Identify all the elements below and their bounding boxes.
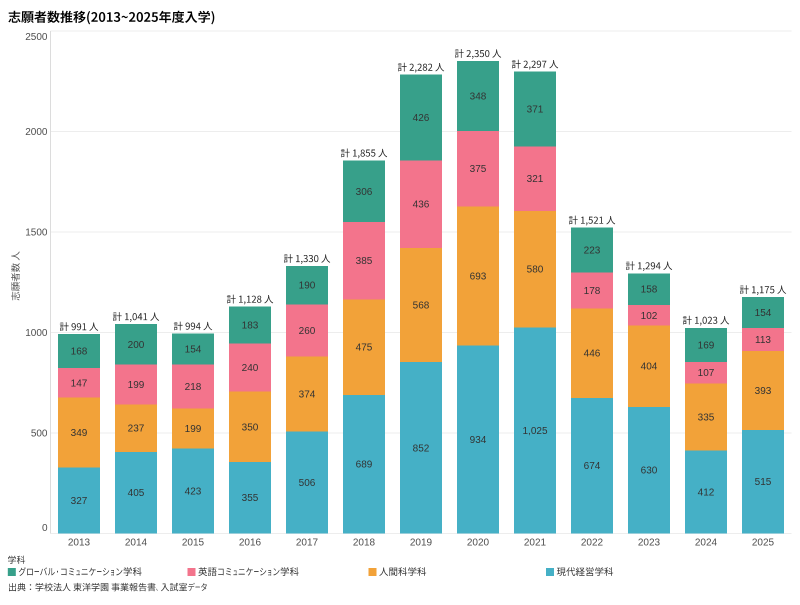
svg-text:934: 934	[470, 435, 487, 446]
svg-text:2025: 2025	[752, 538, 775, 549]
svg-text:423: 423	[185, 486, 202, 497]
svg-text:218: 218	[185, 382, 202, 393]
svg-text:260: 260	[299, 326, 316, 337]
svg-text:355: 355	[242, 493, 259, 504]
svg-text:426: 426	[413, 113, 430, 124]
svg-text:2015: 2015	[182, 538, 205, 549]
svg-text:2018: 2018	[353, 538, 376, 549]
svg-text:0: 0	[42, 523, 48, 534]
svg-text:349: 349	[71, 428, 88, 439]
svg-text:506: 506	[299, 478, 316, 489]
svg-text:2021: 2021	[524, 538, 547, 549]
svg-text:1500: 1500	[25, 227, 48, 238]
svg-text:2020: 2020	[467, 538, 490, 549]
svg-text:183: 183	[242, 321, 259, 332]
svg-text:2023: 2023	[638, 538, 661, 549]
svg-text:2024: 2024	[695, 538, 718, 549]
svg-text:405: 405	[128, 488, 145, 499]
svg-text:169: 169	[698, 340, 715, 351]
svg-text:327: 327	[71, 496, 88, 507]
svg-text:375: 375	[470, 164, 487, 175]
svg-text:515: 515	[755, 477, 772, 488]
svg-text:2014: 2014	[125, 538, 148, 549]
svg-text:223: 223	[584, 246, 601, 257]
svg-text:240: 240	[242, 363, 259, 374]
svg-text:199: 199	[185, 424, 202, 435]
svg-text:371: 371	[527, 104, 544, 115]
svg-text:178: 178	[584, 286, 601, 297]
svg-text:2016: 2016	[239, 538, 262, 549]
svg-text:321: 321	[527, 174, 544, 185]
svg-text:237: 237	[128, 424, 145, 435]
svg-text:2019: 2019	[410, 538, 433, 549]
svg-text:2017: 2017	[296, 538, 319, 549]
svg-text:412: 412	[698, 487, 715, 498]
svg-text:436: 436	[413, 200, 430, 211]
svg-text:689: 689	[356, 460, 373, 471]
svg-text:158: 158	[641, 285, 658, 296]
svg-text:1000: 1000	[25, 328, 48, 339]
svg-text:580: 580	[527, 265, 544, 276]
svg-text:107: 107	[698, 368, 715, 379]
svg-text:335: 335	[698, 412, 715, 423]
svg-text:306: 306	[356, 187, 373, 198]
svg-text:2022: 2022	[581, 538, 604, 549]
svg-text:190: 190	[299, 281, 316, 292]
svg-text:475: 475	[356, 343, 373, 354]
svg-text:674: 674	[584, 461, 601, 472]
svg-text:630: 630	[641, 466, 658, 477]
svg-text:113: 113	[755, 335, 771, 346]
svg-text:852: 852	[413, 443, 430, 454]
svg-text:404: 404	[641, 362, 658, 373]
svg-text:168: 168	[71, 347, 88, 358]
svg-text:568: 568	[413, 301, 430, 312]
svg-text:154: 154	[755, 308, 772, 319]
svg-text:200: 200	[128, 340, 145, 351]
svg-text:374: 374	[299, 390, 316, 401]
svg-text:2013: 2013	[68, 538, 91, 549]
svg-text:154: 154	[185, 345, 202, 356]
svg-text:393: 393	[755, 386, 772, 397]
svg-text:446: 446	[584, 349, 601, 360]
svg-text:500: 500	[31, 428, 48, 439]
svg-text:102: 102	[641, 311, 658, 322]
svg-text:348: 348	[470, 92, 487, 103]
svg-text:2000: 2000	[25, 127, 48, 138]
svg-text:147: 147	[71, 378, 88, 389]
svg-text:350: 350	[242, 422, 259, 433]
svg-text:199: 199	[128, 380, 145, 391]
svg-text:2500: 2500	[25, 32, 48, 43]
svg-text:693: 693	[470, 272, 487, 283]
svg-text:1,025: 1,025	[522, 426, 547, 437]
svg-text:385: 385	[356, 256, 373, 267]
